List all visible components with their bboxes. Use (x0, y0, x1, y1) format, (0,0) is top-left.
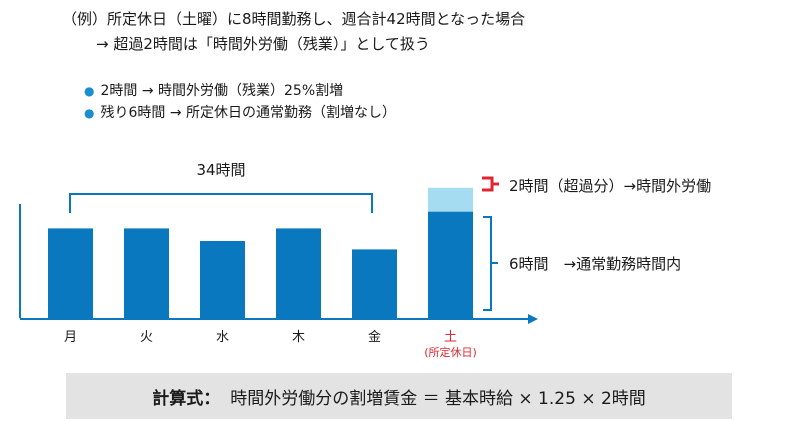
bar-3 (200, 241, 245, 318)
day-labels: 月 火 水 木 金 土(所定休日) (64, 329, 477, 359)
day-label: 月 (64, 330, 77, 345)
bullet-dot-icon: ● (84, 106, 95, 120)
regular-hours-bracket (483, 216, 492, 311)
day-label: 土 (444, 330, 457, 345)
weekly-total-bracket (69, 193, 373, 213)
bar-1 (48, 228, 93, 318)
bullet-dot-icon: ● (84, 84, 95, 98)
example-line-1: （例）所定休日（土曜）に8時間勤務し、週合計42時間となった場合 (62, 10, 526, 28)
overtime-bracket (482, 176, 494, 192)
bar-5 (352, 249, 397, 318)
formula-text: 時間外労働分の割増賃金 ＝ 基本時給 × 1.25 × 2時間 (230, 388, 646, 409)
bullet-list: ● 2時間 → 時間外労働（残業）25%割増 ● 残り6時間 → 所定休日の通常勤務… (84, 80, 396, 124)
bullet-text: 残り6時間 → 所定休日の通常勤務（割増なし） (100, 105, 397, 121)
weekly-total-label: 34時間 (196, 161, 245, 179)
holiday-sublabel: (所定休日) (424, 345, 477, 359)
bar-4 (276, 228, 321, 318)
bars-group (48, 187, 473, 318)
x-axis-arrow-icon (528, 314, 538, 324)
day-label: 金 (368, 329, 381, 345)
bar-6 (428, 211, 473, 318)
bullet-item-regular: ● 残り6時間 → 所定休日の通常勤務（割増なし） (84, 102, 396, 124)
day-label: 木 (292, 330, 305, 345)
regular-hours-note: 6時間 →通常勤務時間内 (509, 255, 681, 273)
formula-box: 計算式： 時間外労働分の割増賃金 ＝ 基本時給 × 1.25 × 2時間 (66, 373, 732, 419)
day-label: 水 (216, 330, 229, 345)
weekly-hours-diagram: 34時間 月 火 水 木 金 土(所定休日) 2時間（超過分）→時間外労働 6時間 →通常… (19, 161, 711, 359)
day-label: 火 (140, 330, 153, 345)
example-line-2: → 超過2時間は「時間外労働（残業）」として扱う (96, 35, 430, 53)
overtime-note: 2時間（超過分）→時間外労働 (509, 177, 711, 195)
bullet-item-overtime: ● 2時間 → 時間外労働（残業）25%割増 (84, 80, 396, 102)
bar-2 (124, 228, 169, 318)
overtime-segment (428, 187, 473, 212)
bullet-text: 2時間 → 時間外労働（残業）25%割増 (100, 83, 344, 99)
formula-label: 計算式： (152, 388, 221, 409)
